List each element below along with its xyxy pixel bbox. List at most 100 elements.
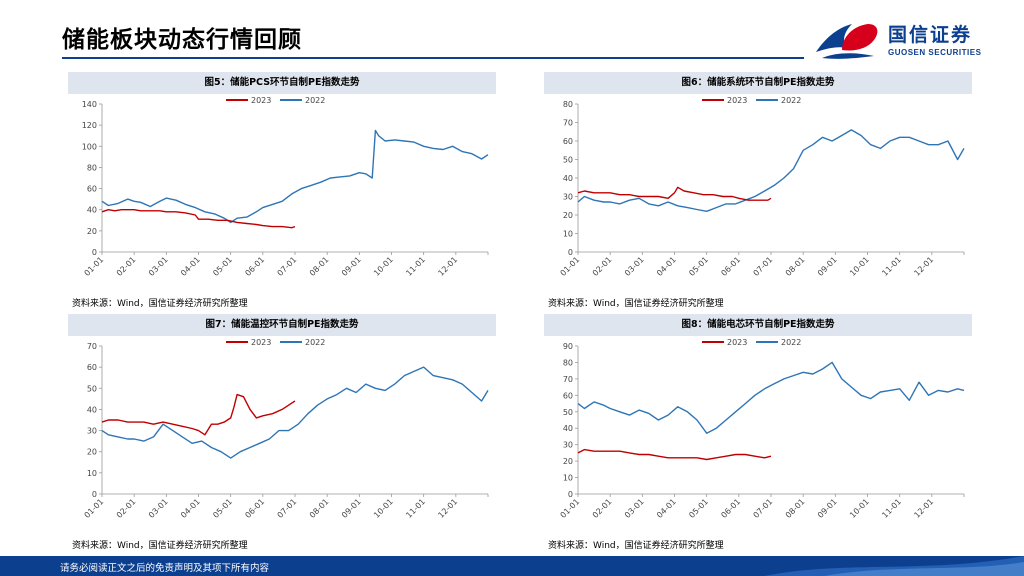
x-tick-label: 10-01 [372,255,395,278]
x-tick-label: 06-01 [243,255,266,278]
x-tick-label: 07-01 [752,255,775,278]
chart-title: 图7：储能温控环节自制PE指数走势 [68,314,496,336]
y-tick-label: 80 [563,100,573,109]
series-line-2023 [577,186,772,201]
series-line-2022 [577,129,965,213]
y-tick-label: 50 [563,156,573,165]
y-tick-label: 40 [87,405,97,414]
x-tick-label: 03-01 [623,497,646,520]
x-tick-label: 09-01 [816,497,839,520]
x-tick-label: 05-01 [211,255,234,278]
chart-title: 图6：储能系统环节自制PE指数走势 [544,72,972,94]
x-tick-label: 02-01 [115,255,138,278]
x-tick-label: 04-01 [655,255,678,278]
logo-subtitle: GUOSEN SECURITIES [888,48,982,57]
legend-label-2022: 2022 [305,96,325,105]
y-tick-label: 20 [563,457,573,466]
legend-label-2023: 2023 [727,338,747,347]
y-tick-label: 30 [563,441,573,450]
x-tick-label: 08-01 [308,255,331,278]
x-tick-label: 11-01 [404,255,427,278]
legend-label-2022: 2022 [781,338,801,347]
y-tick-label: 120 [82,121,97,130]
y-tick-label: 30 [87,427,97,436]
y-tick-label: 20 [87,227,97,236]
x-tick-label: 04-01 [179,255,202,278]
series-line-2022 [101,129,489,224]
y-tick-label: 20 [563,211,573,220]
chart-panel-thermal: 图7：储能温控环节自制PE指数走势 2023 2022 0 10 20 30 40 50 60 7… [68,314,496,554]
x-tick-label: 04-01 [655,497,678,520]
series-line-2022 [577,361,965,434]
x-tick-label: 03-01 [147,497,170,520]
chart-title: 图8：储能电芯环节自制PE指数走势 [544,314,972,336]
chart-thermal-pe: 2023 2022 0 10 20 30 40 50 60 70 01-01 02-01 03-01 04… [83,338,489,520]
page-header: 储能板块动态行情回顾 国信证券 GUOSEN SECURITIES [0,0,1024,66]
x-tick-label: 11-01 [880,497,903,520]
chart-source: 资料来源：Wind，国信证券经济研究所整理 [72,541,248,551]
x-tick-label: 01-01 [559,497,582,520]
x-tick-label: 02-01 [591,497,614,520]
series-line-2023 [101,208,296,229]
x-tick-label: 01-01 [83,497,106,520]
y-tick-label: 0 [568,490,573,499]
x-tick-label: 07-01 [276,255,299,278]
x-tick-label: 04-01 [179,497,202,520]
x-tick-label: 09-01 [340,255,363,278]
page-footer: 请务必阅读正文之后的免责声明及其项下所有内容 [0,556,1024,576]
x-tick-label: 06-01 [719,255,742,278]
y-tick-label: 0 [92,490,97,499]
x-tick-label: 03-01 [147,255,170,278]
y-tick-label: 10 [87,469,97,478]
x-tick-label: 06-01 [243,497,266,520]
footer-disclaimer: 请务必阅读正文之后的免责声明及其项下所有内容 [60,563,270,574]
x-tick-label: 03-01 [623,255,646,278]
x-tick-label: 10-01 [848,497,871,520]
x-tick-label: 02-01 [115,497,138,520]
y-tick-label: 40 [563,174,573,183]
y-tick-label: 80 [563,358,573,367]
x-tick-label: 10-01 [372,497,395,520]
x-tick-label: 01-01 [559,255,582,278]
x-tick-label: 09-01 [340,497,363,520]
x-tick-label: 01-01 [83,255,106,278]
y-tick-label: 10 [563,474,573,483]
chart-cell-pe: 2023 2022 0 10 20 30 40 50 60 70 80 90 01-01 02-01 03-… [559,338,965,520]
y-tick-label: 30 [563,193,573,202]
chart-legend: 2023 2022 [702,338,801,347]
y-tick-label: 80 [87,163,97,172]
x-tick-label: 02-01 [591,255,614,278]
chart-panel-pcs: 图5：储能PCS环节自制PE指数走势 2023 2022 0 20 40 60 80 100 1… [68,72,496,312]
y-tick-label: 100 [82,142,97,151]
x-tick-label: 08-01 [308,497,331,520]
x-tick-label: 05-01 [687,255,710,278]
chart-source: 资料来源：Wind，国信证券经济研究所整理 [548,541,724,551]
y-tick-label: 50 [563,408,573,417]
series-line-2023 [101,393,296,436]
y-tick-label: 140 [82,100,97,109]
legend-label-2023: 2023 [251,96,271,105]
y-tick-label: 70 [563,375,573,384]
logo-name: 国信证券 [888,24,973,46]
chart-pcs-pe: 2023 2022 0 20 40 60 80 100 120 140 01-01 02-01 03-0… [82,96,489,278]
y-tick-label: 90 [563,342,573,351]
y-tick-label: 60 [563,137,573,146]
y-tick-label: 70 [563,119,573,128]
x-tick-label: 07-01 [276,497,299,520]
x-tick-label: 09-01 [816,255,839,278]
x-tick-label: 05-01 [687,497,710,520]
y-tick-label: 60 [87,185,97,194]
y-tick-label: 70 [87,342,97,351]
y-tick-label: 50 [87,384,97,393]
series-line-2022 [101,366,489,459]
x-tick-label: 08-01 [784,255,807,278]
legend-label-2023: 2023 [251,338,271,347]
chart-source: 资料来源：Wind，国信证券经济研究所整理 [72,299,248,309]
chart-legend: 2023 2022 [702,96,801,105]
x-tick-label: 12-01 [436,255,459,278]
chart-panel-cell: 图8：储能电芯环节自制PE指数走势 2023 2022 0 10 20 30 40 50 60 7… [544,314,972,554]
chart-legend: 2023 2022 [226,96,325,105]
y-tick-label: 40 [563,424,573,433]
y-tick-label: 20 [87,448,97,457]
legend-label-2022: 2022 [305,338,325,347]
